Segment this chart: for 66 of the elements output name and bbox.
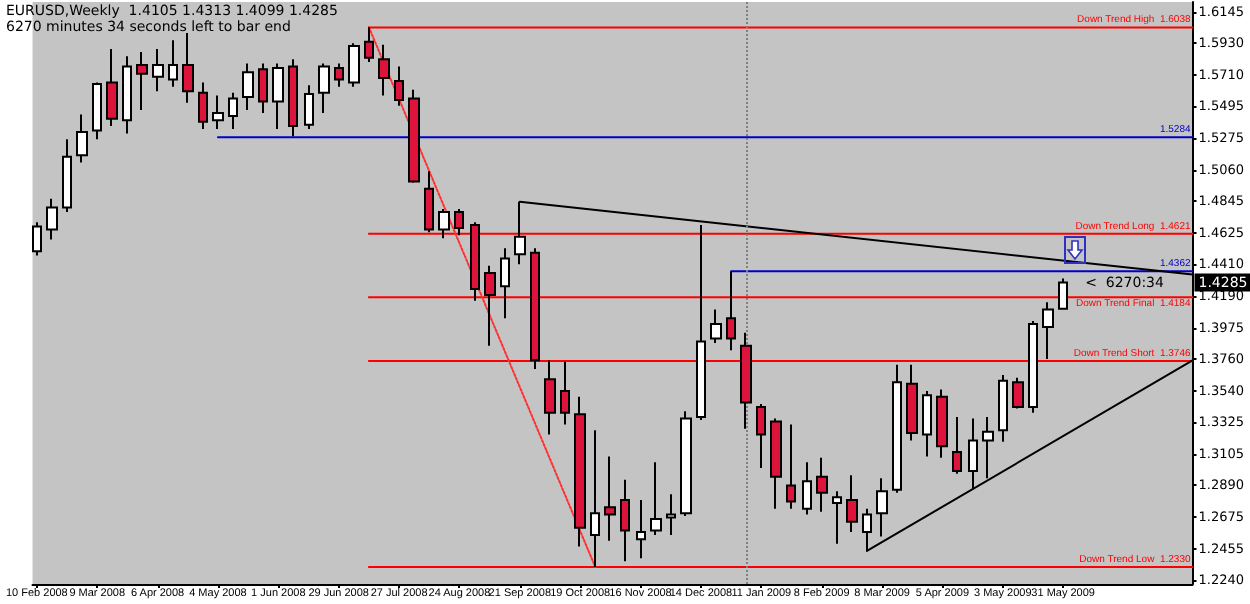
candlestick (318, 62, 330, 115)
candlestick (922, 389, 932, 458)
candlestick (636, 499, 646, 560)
candlestick (500, 247, 510, 320)
candlestick (334, 62, 344, 88)
candlestick (182, 31, 194, 104)
candlestick (484, 264, 496, 347)
candlestick (46, 197, 58, 241)
candlestick (620, 478, 630, 563)
candlestick (604, 455, 616, 542)
candlestick (470, 221, 480, 302)
candlestick (1012, 376, 1024, 410)
candlestick (936, 388, 948, 459)
candlestick (998, 373, 1008, 443)
candlestick (726, 270, 736, 352)
candlestick (304, 84, 314, 131)
candlestick (408, 88, 420, 184)
candlestick (680, 410, 692, 518)
candlestick (1058, 277, 1068, 311)
candlestick (906, 363, 918, 442)
candlestick (438, 208, 450, 240)
candlestick (348, 42, 360, 88)
candlestick (530, 247, 540, 371)
candlestick (892, 363, 902, 494)
candlestick (424, 170, 434, 234)
candlestick (32, 221, 42, 257)
candlestick (650, 461, 662, 536)
candlestick (92, 81, 102, 141)
candlestick (544, 359, 556, 436)
candlestick (198, 81, 208, 131)
candlestick (136, 50, 148, 112)
candlestick (590, 429, 600, 568)
candlestick (378, 43, 390, 97)
candlestick (756, 403, 766, 470)
candlestick (258, 62, 268, 115)
candlestick (574, 395, 586, 548)
candlestick (710, 308, 722, 344)
candlestick (802, 461, 812, 516)
candlestick (846, 474, 858, 534)
candlestick (968, 417, 978, 490)
candlestick (394, 65, 404, 107)
candlestick (62, 138, 72, 213)
candlestick (786, 423, 796, 510)
candlestick (228, 91, 238, 131)
candlestick (272, 62, 284, 131)
candlestick (832, 490, 842, 545)
candlestick (106, 48, 118, 128)
candlestick (560, 360, 570, 426)
candlestick (76, 113, 88, 164)
candlestick (816, 456, 828, 513)
candlestick (876, 477, 888, 538)
candlestick (288, 58, 298, 138)
candlestick (770, 417, 782, 510)
candlestick (952, 416, 962, 475)
candlestick (740, 331, 752, 430)
candlestick (168, 39, 178, 88)
candlestick (212, 94, 224, 131)
candlestick (982, 416, 994, 480)
candlestick (454, 208, 464, 237)
candlestick (152, 48, 164, 93)
candlestick (666, 493, 676, 536)
candlestick (364, 26, 374, 64)
candlestick (122, 55, 132, 135)
candlestick (242, 62, 254, 112)
candlestick (1042, 301, 1054, 360)
candlestick (1028, 320, 1038, 414)
